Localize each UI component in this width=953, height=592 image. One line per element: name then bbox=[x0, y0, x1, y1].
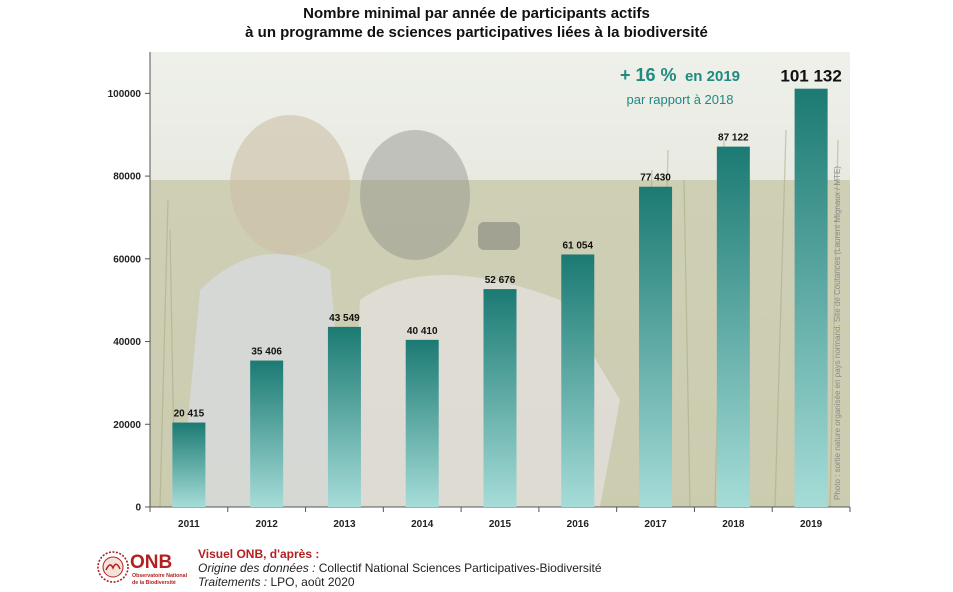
bar-2013 bbox=[327, 326, 361, 507]
x-tick-label-2015: 2015 bbox=[489, 519, 512, 530]
value-label-2016: 61 054 bbox=[562, 240, 593, 251]
bar-2011 bbox=[172, 422, 206, 507]
origin-value: Collectif National Sciences Participativ… bbox=[315, 561, 602, 575]
bar-2014 bbox=[405, 339, 439, 507]
value-label-2012: 35 406 bbox=[251, 347, 282, 358]
bar-2018 bbox=[716, 146, 750, 508]
bar-2016 bbox=[561, 254, 595, 507]
value-label-2017: 77 430 bbox=[640, 173, 671, 184]
source-note: Visuel ONB, d'après : Origine des donnée… bbox=[198, 547, 602, 589]
treatment-label: Traitements : bbox=[198, 575, 268, 589]
photo-credit: Photo : sortie nature organisée en pays … bbox=[833, 166, 842, 500]
value-label-2019: 101 132 bbox=[780, 67, 841, 86]
bar-2015 bbox=[483, 289, 517, 507]
x-tick-label-2013: 2013 bbox=[333, 519, 356, 530]
origin-line: Origine des données : Collectif National… bbox=[198, 561, 602, 575]
bars-group bbox=[172, 88, 828, 508]
y-tick-label: 80000 bbox=[113, 172, 141, 183]
bar-2019 bbox=[794, 88, 828, 507]
x-tick-label-2016: 2016 bbox=[567, 519, 590, 530]
highlight-year: en 2019 bbox=[685, 68, 740, 85]
svg-text:+ 16 % en 2019: + 16 % en 2019 bbox=[620, 65, 740, 85]
y-tick-label: 40000 bbox=[113, 337, 141, 348]
x-tick-label-2011: 2011 bbox=[178, 519, 200, 530]
highlight-percent: + 16 % bbox=[620, 65, 677, 85]
credit-line: Visuel ONB, d'après : bbox=[198, 547, 320, 561]
chart-title: Nombre minimal par année de participants… bbox=[0, 4, 953, 42]
y-tick-label: 0 bbox=[135, 503, 141, 514]
x-tick-label-2018: 2018 bbox=[722, 519, 745, 530]
logo-subtitle-2: de la Biodiversité bbox=[132, 580, 176, 586]
onb-logo: ONB Observatoire National de la Biodiver… bbox=[97, 551, 188, 586]
value-label-2011: 20 415 bbox=[174, 409, 205, 420]
origin-label: Origine des données : bbox=[198, 561, 316, 575]
bar-2017 bbox=[639, 186, 673, 507]
treatment-line: Traitements : LPO, août 2020 bbox=[198, 575, 602, 589]
highlight-subtitle: par rapport à 2018 bbox=[627, 92, 734, 107]
value-labels-group: 20 415 35 406 43 549 40 410 52 676 61 054 77 4… bbox=[174, 67, 842, 420]
y-tick-label: 100000 bbox=[108, 89, 142, 100]
chart-title-line2: à un programme de sciences participative… bbox=[245, 24, 708, 41]
y-tick-label: 20000 bbox=[113, 420, 141, 431]
logo-subtitle-1: Observatoire National bbox=[132, 573, 188, 579]
bar-2012 bbox=[250, 360, 284, 507]
chart-title-line1: Nombre minimal par année de participants… bbox=[303, 5, 650, 22]
value-label-2015: 52 676 bbox=[485, 275, 516, 286]
x-tick-label-2019: 2019 bbox=[800, 519, 823, 530]
value-label-2018: 87 122 bbox=[718, 133, 749, 144]
x-tick-label-2017: 2017 bbox=[644, 519, 667, 530]
value-label-2013: 43 549 bbox=[329, 313, 360, 324]
highlight-annotation: + 16 % en 2019 par rapport à 2018 bbox=[620, 65, 740, 107]
x-tick-label-2012: 2012 bbox=[256, 519, 279, 530]
bar-chart: 0 20000 40000 60000 80000 100000 2011 2012 2013 2… bbox=[108, 52, 851, 530]
y-tick-label: 60000 bbox=[113, 254, 141, 265]
treatment-value: LPO, août 2020 bbox=[267, 575, 355, 589]
x-tick-label-2014: 2014 bbox=[411, 519, 434, 530]
logo-text: ONB bbox=[130, 552, 172, 573]
value-label-2014: 40 410 bbox=[407, 326, 438, 337]
